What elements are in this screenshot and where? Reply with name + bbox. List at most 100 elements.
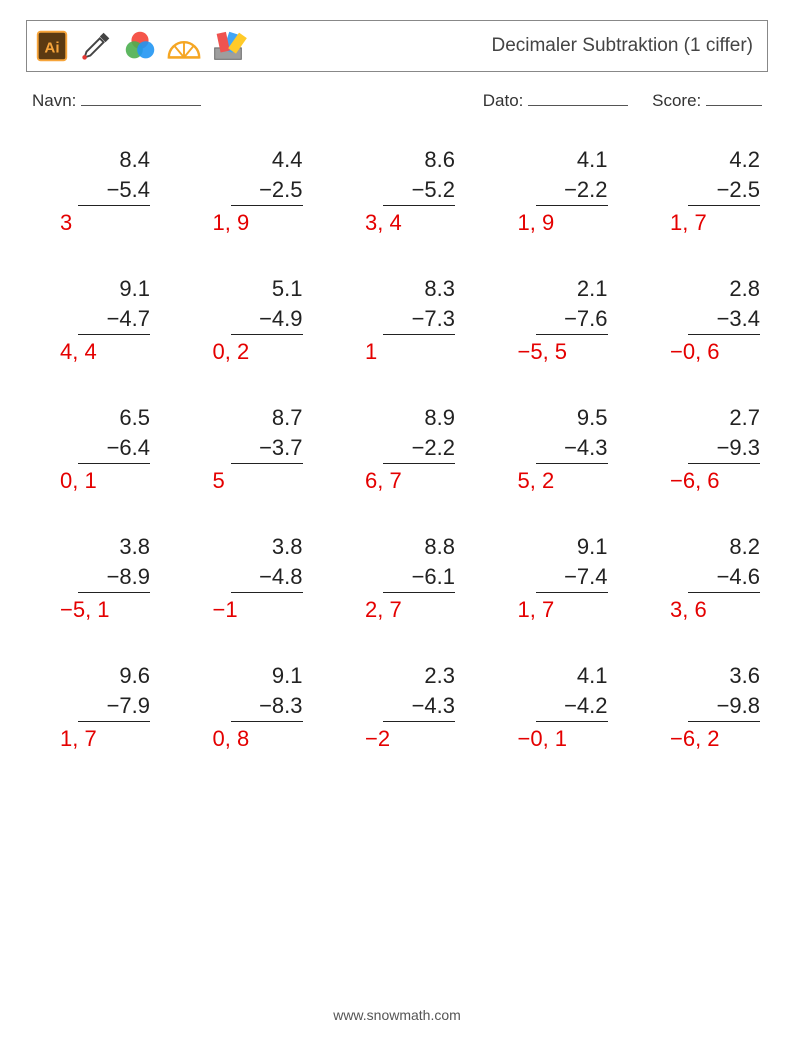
subtrahend: −9.3 [688, 433, 760, 463]
problem-stack: 2.1−7.6 [536, 274, 608, 335]
problem-stack: 8.2−4.6 [688, 532, 760, 593]
problem-stack: 4.1−2.2 [536, 145, 608, 206]
subtrahend: −4.6 [688, 562, 760, 592]
subtrahend: −8.3 [231, 691, 303, 721]
problem-row: 9.6−7.91, 79.1−8.30, 82.3−4.3−24.1−4.2−0… [26, 661, 768, 754]
answer: −6, 6 [640, 466, 760, 496]
name-label: Navn: [32, 91, 76, 110]
rule-line [231, 721, 303, 722]
problem-stack: 9.6−7.9 [78, 661, 150, 722]
problem-row: 3.8−8.9−5, 13.8−4.8−18.8−6.12, 79.1−7.41… [26, 532, 768, 625]
subtrahend: −6.1 [383, 562, 455, 592]
rule-line [536, 205, 608, 206]
answer: 4, 4 [30, 337, 150, 367]
problem-stack: 9.1−4.7 [78, 274, 150, 335]
problem: 2.3−4.3−2 [335, 661, 455, 754]
subtrahend: −4.2 [536, 691, 608, 721]
minuend: 8.7 [231, 403, 303, 433]
subtrahend: −7.3 [383, 304, 455, 334]
answer: −0, 1 [488, 724, 608, 754]
date-field: Dato: [483, 88, 628, 111]
minuend: 8.9 [383, 403, 455, 433]
name-blank [81, 88, 201, 106]
problem-stack: 8.9−2.2 [383, 403, 455, 464]
problem-stack: 2.7−9.3 [688, 403, 760, 464]
problem: 4.2−2.51, 7 [640, 145, 760, 238]
minuend: 8.2 [688, 532, 760, 562]
answer: 6, 7 [335, 466, 455, 496]
rule-line [536, 334, 608, 335]
problem: 8.4−5.43 [30, 145, 150, 238]
problem-stack: 3.6−9.8 [688, 661, 760, 722]
rule-line [383, 334, 455, 335]
svg-text:Ai: Ai [44, 40, 59, 57]
rule-line [231, 205, 303, 206]
minuend: 8.3 [383, 274, 455, 304]
rule-line [688, 463, 760, 464]
answer: −0, 6 [640, 337, 760, 367]
problem: 2.8−3.4−0, 6 [640, 274, 760, 367]
problem: 8.7−3.75 [183, 403, 303, 496]
subtrahend: −9.8 [688, 691, 760, 721]
problem-stack: 6.5−6.4 [78, 403, 150, 464]
subtrahend: −2.5 [688, 175, 760, 205]
problem-stack: 8.3−7.3 [383, 274, 455, 335]
minuend: 8.4 [78, 145, 150, 175]
subtrahend: −4.9 [231, 304, 303, 334]
answer: −5, 1 [30, 595, 150, 625]
score-field: Score: [652, 88, 762, 111]
rule-line [78, 592, 150, 593]
rule-line [78, 463, 150, 464]
rule-line [688, 205, 760, 206]
rule-line [536, 721, 608, 722]
minuend: 9.1 [231, 661, 303, 691]
minuend: 4.4 [231, 145, 303, 175]
ai-icon: Ai [33, 27, 71, 65]
subtrahend: −4.8 [231, 562, 303, 592]
answer: 1, 9 [488, 208, 608, 238]
name-field: Navn: [32, 88, 483, 111]
minuend: 4.1 [536, 145, 608, 175]
worksheet-title: Decimaler Subtraktion (1 ciffer) [491, 35, 753, 57]
problem: 8.9−2.26, 7 [335, 403, 455, 496]
problem-stack: 3.8−8.9 [78, 532, 150, 593]
rgb-wheel-icon [121, 27, 159, 65]
problem: 2.7−9.3−6, 6 [640, 403, 760, 496]
rule-line [231, 463, 303, 464]
minuend: 9.5 [536, 403, 608, 433]
answer: −2 [335, 724, 455, 754]
minuend: 8.8 [383, 532, 455, 562]
rule-line [688, 592, 760, 593]
minuend: 9.1 [536, 532, 608, 562]
rule-line [688, 721, 760, 722]
subtrahend: −4.7 [78, 304, 150, 334]
answer: 1, 7 [640, 208, 760, 238]
minuend: 3.8 [231, 532, 303, 562]
problem: 9.5−4.35, 2 [488, 403, 608, 496]
problem: 3.6−9.8−6, 2 [640, 661, 760, 754]
tool-icon-strip: Ai [33, 27, 247, 65]
subtrahend: −7.4 [536, 562, 608, 592]
problems-grid: 8.4−5.434.4−2.51, 98.6−5.23, 44.1−2.21, … [26, 145, 768, 754]
problem-stack: 9.1−7.4 [536, 532, 608, 593]
problem: 8.3−7.31 [335, 274, 455, 367]
problem-stack: 4.2−2.5 [688, 145, 760, 206]
problem-stack: 3.8−4.8 [231, 532, 303, 593]
worksheet-header: Ai [26, 20, 768, 72]
minuend: 5.1 [231, 274, 303, 304]
minuend: 9.1 [78, 274, 150, 304]
answer: 1, 7 [488, 595, 608, 625]
subtrahend: −7.9 [78, 691, 150, 721]
rule-line [536, 463, 608, 464]
problem: 8.2−4.63, 6 [640, 532, 760, 625]
answer: 2, 7 [335, 595, 455, 625]
date-blank [528, 88, 628, 106]
answer: −6, 2 [640, 724, 760, 754]
minuend: 2.3 [383, 661, 455, 691]
rule-line [383, 205, 455, 206]
rule-line [383, 592, 455, 593]
rule-line [383, 463, 455, 464]
subtrahend: −4.3 [383, 691, 455, 721]
minuend: 8.6 [383, 145, 455, 175]
subtrahend: −8.9 [78, 562, 150, 592]
